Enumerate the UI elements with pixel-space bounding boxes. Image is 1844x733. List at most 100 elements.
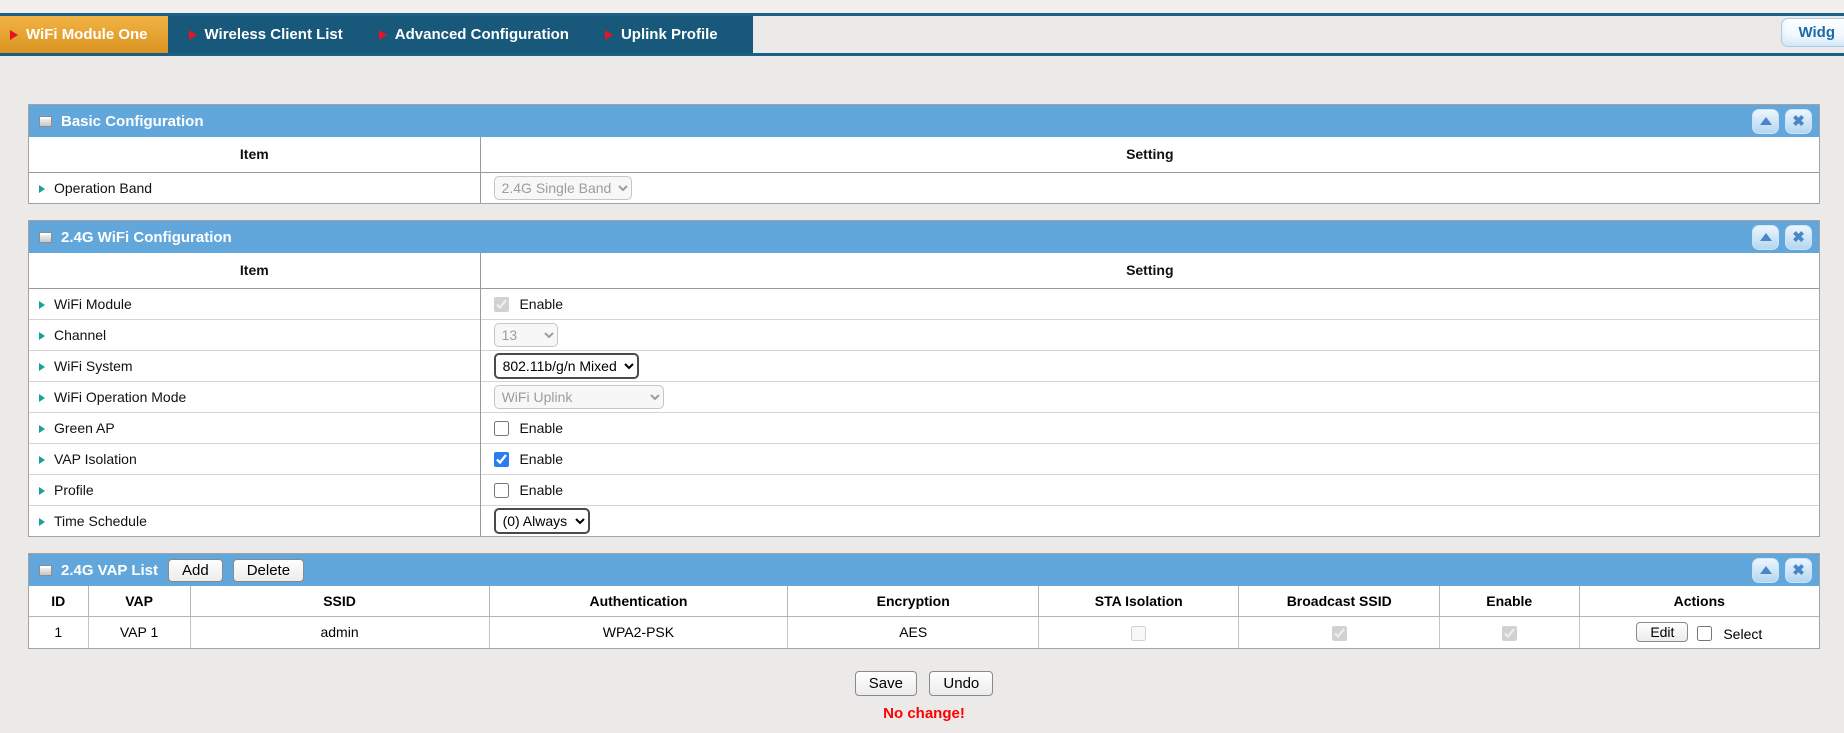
item-cell-operation-band: Operation Band: [29, 172, 481, 203]
basic-configuration-section: Basic Configuration ✖ Item Setting Opera…: [28, 104, 1820, 204]
time-schedule-select[interactable]: (0) Always: [493, 507, 590, 534]
column-header-item: Item: [29, 253, 481, 289]
top-navigation-bar: WiFi Module One Wireless Client List Adv…: [0, 16, 1844, 53]
table-row: Time Schedule (0) Always: [29, 504, 1819, 536]
wifi-system-select[interactable]: 802.11b/g/n Mixed: [493, 352, 639, 379]
row-bullet-icon: [39, 300, 45, 309]
enable-checkbox[interactable]: [1501, 625, 1517, 641]
tab-arrow-icon: [378, 29, 387, 40]
setting-cell: Enable: [480, 411, 1819, 443]
broadcast-ssid-checkbox[interactable]: [1331, 625, 1347, 641]
row-label: VAP Isolation: [54, 450, 137, 467]
undo-button[interactable]: Undo: [929, 671, 994, 696]
tab-label: WiFi Module One: [26, 26, 148, 43]
select-label: Select: [1723, 625, 1763, 642]
vap-cell-actions: Edit Select: [1578, 615, 1819, 648]
vap-cell-encryption: AES: [787, 615, 1040, 648]
basic-configuration-table: Item Setting Operation Band 2.4G Single …: [29, 137, 1819, 203]
close-button[interactable]: ✖: [1785, 108, 1812, 134]
column-header-ssid: SSID: [189, 586, 490, 617]
edit-button[interactable]: Edit: [1636, 622, 1689, 643]
vap-cell-id: 1: [29, 615, 89, 648]
table-row: Profile Enable: [29, 473, 1819, 505]
collapse-icon: [1759, 117, 1772, 125]
column-header-setting: Setting: [480, 253, 1819, 289]
status-message: No change!: [883, 705, 965, 722]
nav-top-border: [0, 13, 1844, 16]
channel-select[interactable]: 13: [493, 322, 558, 347]
collapse-button[interactable]: [1752, 557, 1779, 583]
window-icon: [39, 115, 52, 127]
table-row: WiFi System 802.11b/g/n Mixed: [29, 349, 1819, 381]
collapse-button[interactable]: [1752, 224, 1779, 250]
save-button[interactable]: Save: [854, 671, 917, 696]
collapse-icon: [1759, 233, 1772, 241]
tab-label: Wireless Client List: [204, 26, 343, 43]
vap-cell-authentication: WPA2-PSK: [488, 615, 789, 648]
profile-enable-checkbox[interactable]: [493, 482, 509, 498]
setting-cell: 802.11b/g/n Mixed: [480, 349, 1819, 381]
column-header-authentication: Authentication: [488, 586, 789, 617]
tab-wireless-client-list[interactable]: Wireless Client List: [174, 16, 358, 53]
row-bullet-icon: [39, 424, 45, 433]
row-label: Profile: [54, 481, 94, 498]
item-cell-wifi-module: WiFi Module: [29, 288, 481, 319]
vap-isolation-enable-checkbox[interactable]: [493, 451, 509, 467]
tab-wifi-module-one[interactable]: WiFi Module One: [0, 16, 168, 53]
checkbox-label: Enable: [519, 482, 564, 499]
vap-list-header: 2.4G VAP List Add Delete ✖: [29, 554, 1819, 586]
tab-arrow-icon: [10, 29, 18, 40]
column-header-sta-isolation: STA Isolation: [1038, 586, 1240, 617]
vap-list-table: ID VAP SSID Authentication Encryption ST…: [29, 586, 1819, 648]
delete-button[interactable]: Delete: [232, 558, 305, 582]
wifi-configuration-table: Item Setting WiFi Module Enable Channel: [29, 253, 1819, 536]
widget-button[interactable]: Widg: [1781, 18, 1844, 47]
select-checkbox[interactable]: [1697, 626, 1713, 642]
vap-cell-broadcast-ssid: [1238, 615, 1440, 648]
row-bullet-icon: [39, 486, 45, 495]
row-bullet-icon: [39, 455, 45, 464]
table-row: VAP Isolation Enable: [29, 442, 1819, 474]
section-title: 2.4G WiFi Configuration: [61, 228, 232, 246]
table-row: Channel 13: [29, 318, 1819, 350]
row-bullet-icon: [39, 393, 45, 402]
tab-advanced-configuration[interactable]: Advanced Configuration: [364, 16, 584, 53]
checkbox-label: Enable: [519, 420, 564, 437]
green-ap-enable-checkbox[interactable]: [493, 420, 509, 436]
setting-cell: Enable: [480, 288, 1819, 319]
column-header-broadcast-ssid: Broadcast SSID: [1238, 586, 1440, 617]
setting-cell: 2.4G Single Band: [480, 172, 1819, 203]
close-button[interactable]: ✖: [1785, 224, 1812, 250]
column-header-id: ID: [29, 586, 89, 617]
wifi-module-enable-checkbox[interactable]: [493, 296, 509, 312]
checkbox-label: Enable: [519, 451, 564, 468]
tab-arrow-icon: [188, 29, 197, 40]
add-button[interactable]: Add: [167, 558, 223, 582]
nav-bottom-border: [0, 53, 1844, 56]
row-label: Operation Band: [54, 179, 153, 196]
column-header-item: Item: [29, 137, 481, 173]
setting-cell: WiFi Uplink: [480, 380, 1819, 412]
close-button[interactable]: ✖: [1785, 557, 1812, 583]
row-label: WiFi Module: [54, 295, 132, 312]
vap-list-section: 2.4G VAP List Add Delete ✖ ID VAP SSID A…: [28, 553, 1820, 649]
row-bullet-icon: [39, 517, 45, 526]
setting-cell: (0) Always: [480, 504, 1819, 536]
sta-isolation-checkbox[interactable]: [1131, 625, 1147, 641]
checkbox-label: Enable: [519, 296, 564, 313]
table-row: WiFi Operation Mode WiFi Uplink: [29, 380, 1819, 412]
column-header-vap: VAP: [87, 586, 191, 617]
operation-band-select[interactable]: 2.4G Single Band: [493, 175, 632, 200]
top-margin-strip: [0, 0, 1844, 13]
row-label: Channel: [54, 326, 107, 343]
column-header-actions: Actions: [1578, 586, 1819, 617]
collapse-button[interactable]: [1752, 108, 1779, 134]
wifi-operation-mode-select[interactable]: WiFi Uplink: [493, 384, 664, 409]
window-icon: [39, 564, 52, 576]
close-icon: ✖: [1792, 112, 1805, 130]
main-content: Basic Configuration ✖ Item Setting Opera…: [28, 104, 1820, 722]
table-row: WiFi Module Enable: [29, 288, 1819, 319]
column-header-setting: Setting: [480, 137, 1819, 173]
table-row: Green AP Enable: [29, 411, 1819, 443]
tab-uplink-profile[interactable]: Uplink Profile: [590, 16, 733, 53]
